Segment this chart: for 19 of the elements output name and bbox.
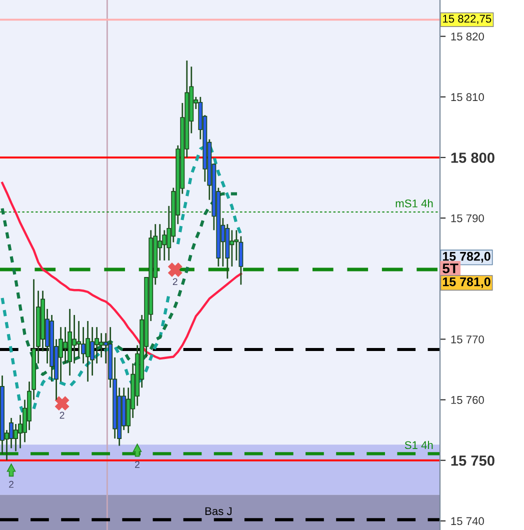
ref-line-label: Bas J xyxy=(205,507,232,516)
y-tick-label: 15 820 xyxy=(451,32,484,40)
ref-line-label: 15 822,75 xyxy=(443,14,492,24)
y-tick-label: 15 740 xyxy=(451,517,484,526)
y-tick-label: 15 800 xyxy=(451,152,494,163)
y-tick-label: 15 750 xyxy=(451,455,494,466)
y-tick-label: 15 810 xyxy=(451,93,484,102)
annotation: 2 xyxy=(60,412,64,419)
text: 5T xyxy=(442,264,458,274)
text: 15 781,0 xyxy=(442,277,490,288)
ref-line-label: mS1 4h xyxy=(396,199,433,208)
annotation: 2 xyxy=(172,278,178,286)
y-tick-label: 15 760 xyxy=(451,396,484,404)
annotation: 2 xyxy=(9,480,14,488)
y-tick-label: 15 790 xyxy=(451,214,484,222)
y-tick-label: 15 770 xyxy=(451,335,484,344)
text: 15 782,0 xyxy=(442,252,490,263)
annotation: 2 xyxy=(135,461,140,468)
ref-line-label: S1 4h xyxy=(404,440,433,450)
